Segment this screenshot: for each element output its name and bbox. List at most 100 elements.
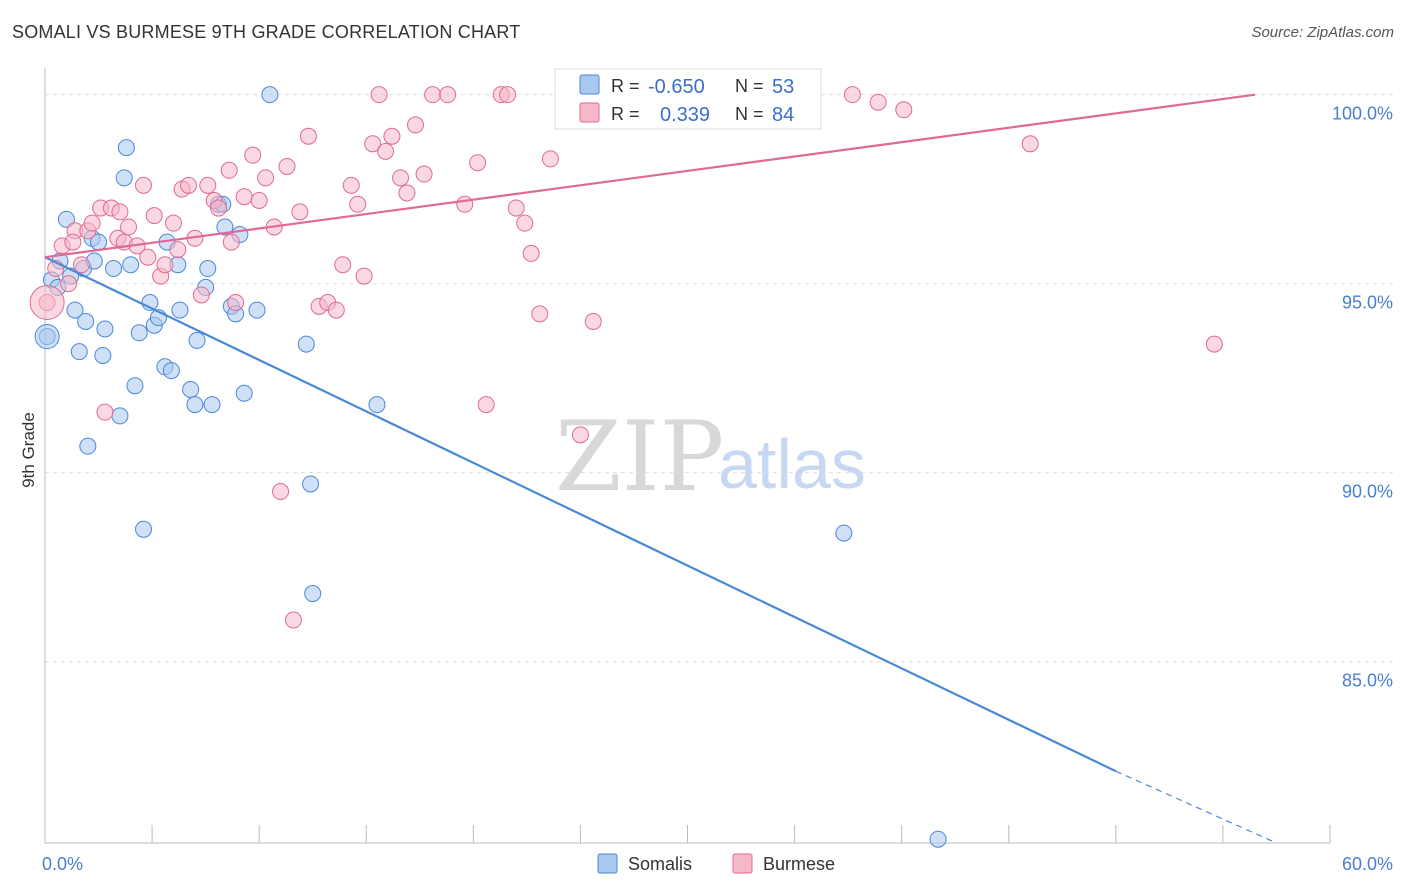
burmese-point: [355, 267, 373, 285]
burmese-point: [499, 86, 517, 104]
y-axis-label: 9th Grade: [19, 412, 38, 488]
burmese-point: [165, 214, 182, 232]
burmese-point: [278, 157, 296, 175]
gridlines: [45, 94, 1395, 663]
legend-burmese-swatch: [732, 853, 753, 874]
burmese-point: [139, 248, 157, 266]
x-tick-label-min: 0.0%: [42, 854, 83, 874]
burmese-point: [1021, 135, 1039, 153]
burmese-point: [257, 169, 275, 187]
somalis-r-value: -0.650: [648, 76, 705, 98]
tick-labels: 85.0% 90.0% 95.0% 100.0% 0.0% 60.0%: [42, 104, 1393, 874]
burmese-point: [291, 203, 309, 221]
somalis-point: [199, 260, 217, 278]
somalis-point: [216, 218, 234, 236]
burmese-point: [284, 611, 302, 629]
y-tick-label: 85.0%: [1342, 671, 1393, 691]
somalis-point: [105, 260, 123, 278]
burmese-point: [895, 101, 913, 119]
burmese-point: [424, 86, 442, 104]
burmese-point: [179, 176, 197, 194]
trend-lines: [44, 93, 1277, 844]
somalis-point: [115, 169, 133, 187]
somalis-point: [111, 407, 129, 425]
somalis-point: [117, 139, 135, 157]
burmese-n-value: 84: [772, 104, 794, 126]
burmese-point: [327, 301, 345, 319]
somalis-trend-line: [44, 256, 1117, 773]
burmese-point: [377, 142, 395, 160]
somalis-point: [261, 86, 279, 104]
burmese-trend-line: [44, 93, 1256, 259]
burmese-point: [96, 403, 114, 421]
burmese-point: [342, 176, 360, 194]
burmese-point: [531, 305, 549, 323]
burmese-point: [392, 169, 410, 187]
burmese-point: [169, 241, 187, 259]
somalis-point: [94, 346, 112, 364]
somalis-point: [186, 396, 204, 414]
burmese-n-label: N =: [735, 104, 764, 124]
burmese-point: [72, 256, 90, 274]
somalis-point: [203, 396, 221, 414]
x-tick-label-max: 60.0%: [1342, 854, 1393, 874]
burmese-point: [60, 275, 78, 293]
somalis-point: [929, 830, 947, 848]
somalis-point-large: [34, 324, 60, 350]
burmese-point: [415, 165, 433, 183]
burmese-point: [83, 214, 101, 232]
burmese-point: [227, 294, 245, 312]
burmese-point: [1205, 335, 1223, 353]
y-tick-label: 90.0%: [1342, 482, 1393, 502]
burmese-point: [111, 203, 129, 221]
burmese-point: [222, 233, 240, 251]
somalis-n-value: 53: [772, 76, 794, 98]
burmese-point: [522, 244, 540, 262]
burmese-r-label: R =: [611, 104, 640, 124]
burmese-point: [220, 161, 238, 179]
burmese-point: [507, 199, 525, 217]
somalis-point: [182, 380, 200, 398]
burmese-point: [235, 188, 253, 206]
burmese-point: [469, 154, 487, 172]
somalis-n-label: N =: [735, 76, 764, 96]
burmese-point: [541, 150, 559, 168]
burmese-point: [64, 233, 82, 251]
burmese-point: [145, 207, 163, 225]
somalis-trend-extension: [1115, 770, 1277, 844]
somalis-point: [70, 343, 88, 361]
somalis-r-label: R =: [611, 76, 640, 96]
somalis-point: [248, 301, 266, 319]
somalis-point: [162, 362, 180, 380]
burmese-point: [843, 86, 861, 104]
burmese-point: [156, 256, 174, 274]
somalis-point: [66, 301, 84, 319]
burmese-point: [398, 184, 416, 202]
somalis-point: [77, 312, 95, 330]
somalis-point: [368, 396, 386, 414]
somalis-point: [96, 320, 114, 338]
burmese-point: [199, 176, 217, 194]
chart-title: SOMALI VS BURMESE 9TH GRADE CORRELATION …: [12, 22, 521, 42]
watermark-zip: ZIP: [555, 401, 724, 513]
somalis-point: [126, 377, 144, 395]
burmese-point: [364, 135, 382, 153]
watermark: ZIP atlas: [555, 401, 866, 513]
series-burmese: [29, 86, 1223, 629]
burmese-point: [209, 199, 227, 217]
burmese-point: [584, 312, 602, 330]
burmese-point: [407, 116, 425, 134]
somalis-point: [188, 331, 206, 349]
somalis-swatch: [579, 74, 600, 95]
burmese-point: [383, 127, 401, 145]
source-credit: Source: ZipAtlas.com: [1251, 24, 1394, 41]
somalis-point: [135, 520, 153, 538]
axes: [44, 68, 1331, 844]
burmese-point: [244, 146, 262, 164]
burmese-point: [571, 426, 589, 444]
burmese-point: [272, 483, 290, 501]
burmese-r-value: 0.339: [660, 104, 710, 126]
somalis-point: [122, 256, 140, 274]
somalis-point: [835, 524, 853, 542]
